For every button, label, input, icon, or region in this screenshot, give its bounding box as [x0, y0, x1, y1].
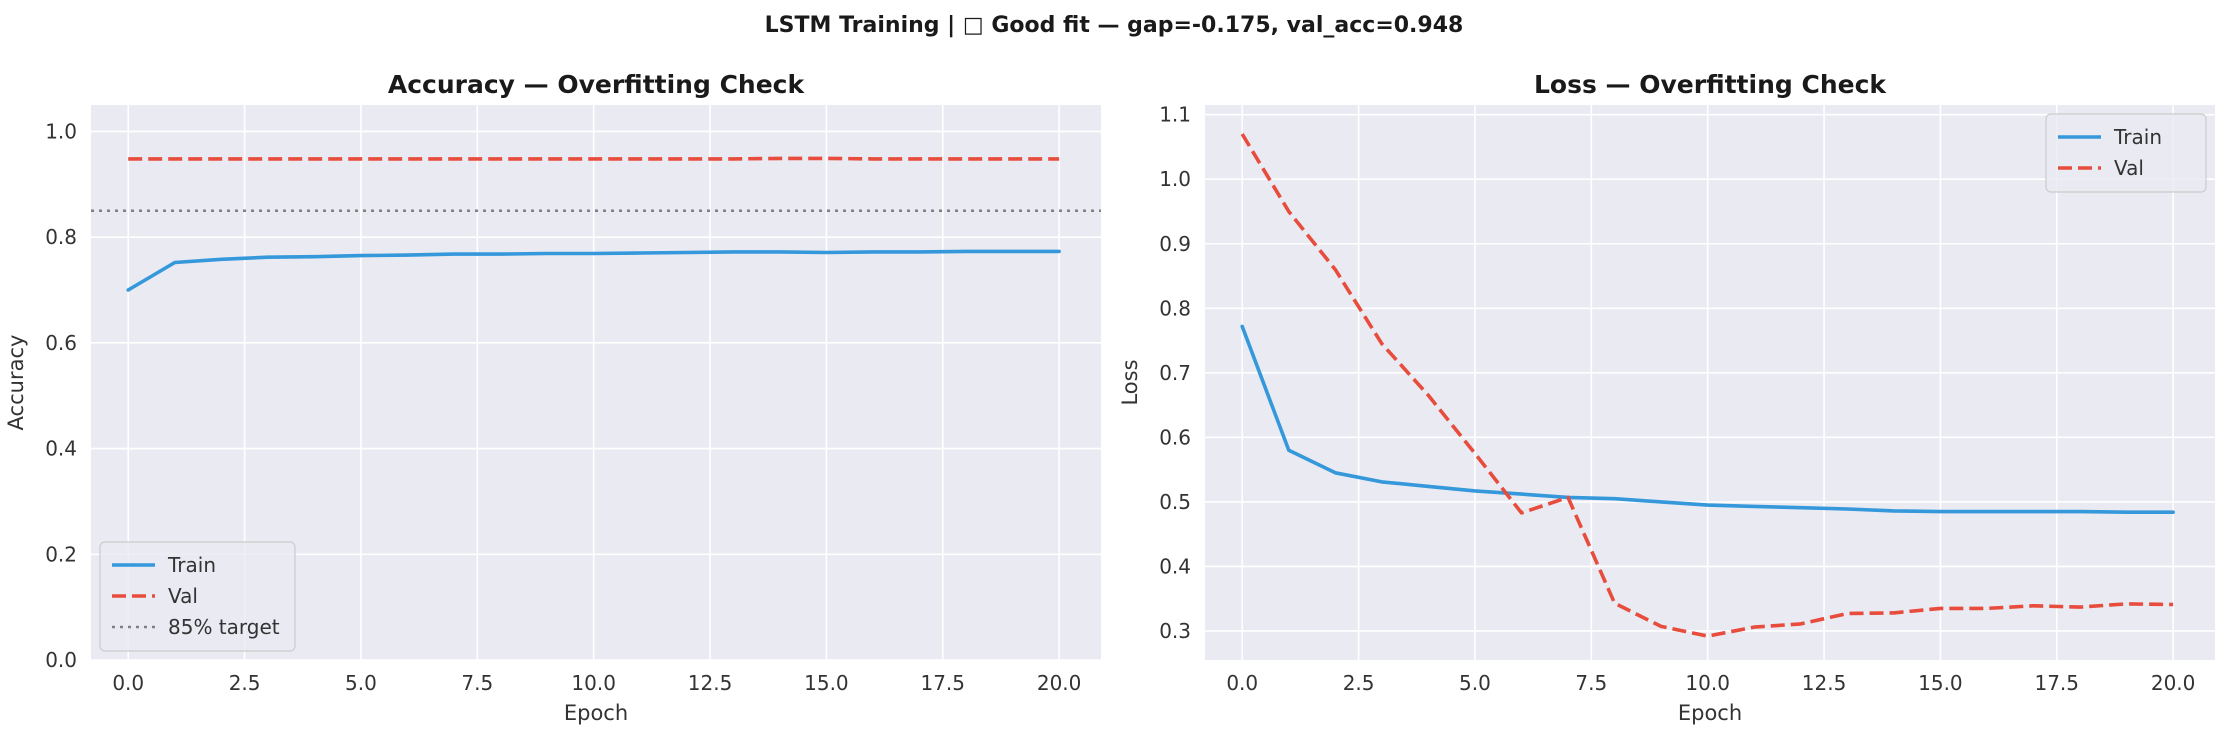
- x-tick-label: 17.5: [2034, 671, 2079, 695]
- x-tick-label: 7.5: [461, 671, 493, 695]
- legend-label: Val: [2114, 156, 2144, 180]
- y-tick-label: 1.0: [45, 119, 77, 143]
- panel-title: Loss — Overfitting Check: [1534, 70, 1887, 99]
- legend-label: Val: [168, 584, 198, 608]
- x-tick-label: 2.5: [229, 671, 261, 695]
- val-series-line: [1240, 133, 2174, 638]
- y-tick-label: 0.8: [1159, 296, 1191, 320]
- x-tick-label: 12.5: [1802, 671, 1847, 695]
- x-tick-label: 0.0: [1226, 671, 1258, 695]
- y-tick-label: 0.7: [1159, 361, 1191, 385]
- x-tick-label: 5.0: [1459, 671, 1491, 695]
- x-axis-label: Epoch: [1678, 701, 1742, 725]
- panel-title: Accuracy — Overfitting Check: [388, 70, 806, 99]
- y-tick-label: 0.4: [1159, 554, 1191, 578]
- train-series-line: [1240, 324, 2175, 515]
- y-tick-label: 0.0: [45, 648, 77, 672]
- legend-label: 85% target: [168, 615, 280, 639]
- legend: Train Val: [2045, 113, 2207, 193]
- x-axis-label: Epoch: [564, 701, 628, 725]
- x-tick-label: 12.5: [688, 671, 733, 695]
- x-tick-label: 0.0: [112, 671, 144, 695]
- x-tick-label: 17.5: [920, 671, 965, 695]
- y-tick-label: 0.3: [1159, 619, 1191, 643]
- legend: Train Val 85% target: [99, 541, 296, 652]
- y-tick-label: 1.0: [1159, 167, 1191, 191]
- x-tick-label: 20.0: [2151, 671, 2196, 695]
- x-tick-label: 20.0: [1037, 671, 1082, 695]
- y-tick-label: 0.2: [45, 542, 77, 566]
- val-series-line: [128, 156, 1060, 161]
- figure-suptitle: LSTM Training | □ Good fit — gap=-0.175,…: [765, 13, 1464, 38]
- y-tick-label: 0.5: [1159, 490, 1191, 514]
- x-tick-label: 10.0: [571, 671, 616, 695]
- y-axis-label: Accuracy: [4, 335, 28, 431]
- x-tick-label: 15.0: [1918, 671, 1963, 695]
- x-tick-label: 2.5: [1343, 671, 1375, 695]
- y-tick-label: 0.8: [45, 225, 77, 249]
- legend-label: Train: [167, 553, 216, 577]
- y-tick-label: 0.9: [1159, 232, 1191, 256]
- loss-panel: 0.0 2.5 5.0 7.5 10.0 12.5 15.0 17.5 20.0 0.3 0.4 0.…: [1118, 70, 2215, 725]
- legend-label: Train: [2113, 125, 2162, 149]
- train-series-line: [126, 249, 1061, 292]
- y-tick-label: 0.6: [1159, 425, 1191, 449]
- x-tick-label: 5.0: [345, 671, 377, 695]
- x-tick-label: 10.0: [1685, 671, 1730, 695]
- x-tick-label: 15.0: [804, 671, 849, 695]
- legend-box: [99, 541, 296, 652]
- accuracy-panel: 0.0 2.5 5.0 7.5 10.0 12.5 15.0 17.5 20.0 0.0 0.2 0.…: [4, 70, 1101, 725]
- y-tick-label: 0.4: [45, 437, 77, 461]
- legend-box: [2045, 113, 2207, 193]
- y-axis-label: Loss: [1118, 359, 1142, 405]
- y-tick-label: 1.1: [1159, 103, 1191, 127]
- x-tick-label: 7.5: [1575, 671, 1607, 695]
- plot-area: [1205, 105, 2215, 660]
- y-tick-label: 0.6: [45, 331, 77, 355]
